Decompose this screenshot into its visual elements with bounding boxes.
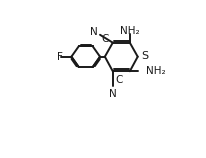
Text: C: C <box>115 75 122 85</box>
Text: N: N <box>108 89 116 99</box>
Text: F: F <box>57 52 63 62</box>
Text: NH₂: NH₂ <box>145 66 164 76</box>
Text: S: S <box>140 51 147 61</box>
Text: C: C <box>101 34 108 44</box>
Text: NH₂: NH₂ <box>119 26 139 36</box>
Text: N: N <box>89 27 97 37</box>
